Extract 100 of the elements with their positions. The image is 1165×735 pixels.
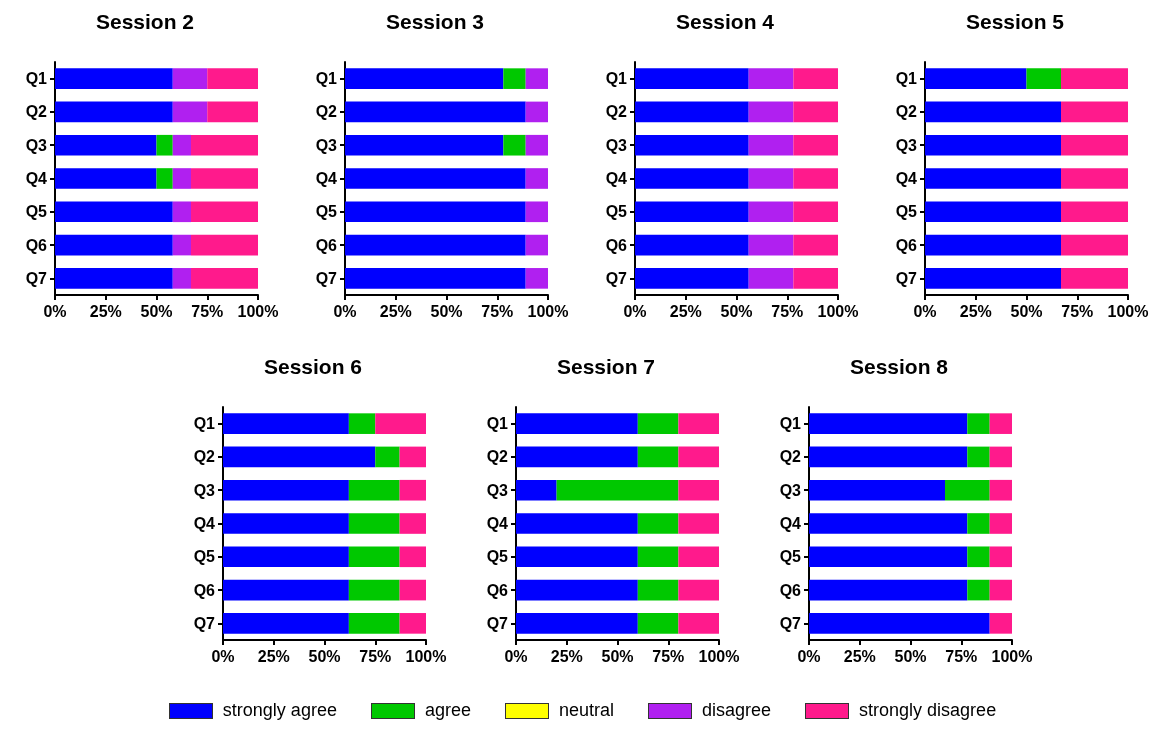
- x-tick-label: 0%: [797, 647, 821, 665]
- bar: [989, 546, 1012, 568]
- x-tick-label: 0%: [211, 647, 235, 665]
- bar: [191, 134, 258, 156]
- bar: [207, 101, 258, 123]
- x-tick-label: 25%: [843, 647, 876, 665]
- bar: [793, 268, 838, 289]
- bar: [989, 446, 1012, 468]
- bar: [516, 513, 638, 534]
- bar: [375, 413, 426, 434]
- bar: [525, 234, 548, 256]
- x-tick-label: 75%: [191, 302, 224, 320]
- legend-label: disagree: [702, 700, 772, 721]
- bar: [525, 268, 548, 289]
- bar: [1061, 134, 1128, 156]
- y-tick-label: Q1: [605, 70, 628, 88]
- bar: [925, 234, 1062, 256]
- x-tick-label: 50%: [140, 302, 173, 320]
- bar: [156, 168, 173, 189]
- bar: [967, 413, 990, 434]
- bar: [793, 168, 838, 189]
- bar: [345, 68, 504, 89]
- bar: [989, 513, 1012, 534]
- bar: [55, 201, 173, 223]
- bar: [925, 134, 1062, 156]
- bar: [635, 168, 749, 189]
- bar: [55, 268, 173, 289]
- y-tick-label: Q4: [25, 170, 48, 187]
- x-tick-label: 75%: [771, 302, 804, 320]
- x-tick-label: 50%: [430, 302, 463, 320]
- bar: [223, 513, 349, 534]
- chart-title: Session 2: [95, 10, 195, 33]
- bar: [748, 268, 794, 289]
- bar: [809, 579, 968, 601]
- bar: [399, 546, 426, 568]
- x-tick-label: 75%: [1061, 302, 1094, 320]
- bar: [223, 479, 349, 501]
- bar: [678, 513, 719, 534]
- y-tick-label: Q2: [193, 448, 216, 466]
- bar: [207, 68, 258, 89]
- y-tick-label: Q6: [193, 581, 216, 599]
- bar: [525, 134, 548, 156]
- y-tick-label: Q6: [25, 236, 48, 254]
- chart-title: Session 5: [965, 10, 1065, 33]
- bar: [793, 68, 838, 89]
- bar: [55, 234, 173, 256]
- bar: [516, 446, 638, 468]
- bar: [516, 613, 638, 634]
- bar: [399, 513, 426, 534]
- y-tick-label: Q7: [779, 614, 802, 632]
- y-tick-label: Q4: [779, 515, 802, 532]
- x-tick-label: 100%: [817, 302, 859, 320]
- bar: [809, 546, 968, 568]
- x-tick-label: 100%: [1107, 302, 1149, 320]
- y-tick-label: Q1: [486, 415, 509, 433]
- y-tick-label: Q7: [486, 614, 509, 632]
- y-tick-label: Q2: [605, 103, 628, 121]
- chart-title: Session 4: [675, 10, 775, 33]
- y-tick-label: Q1: [779, 415, 802, 433]
- y-tick-label: Q5: [605, 203, 628, 221]
- x-tick-label: 50%: [308, 647, 341, 665]
- x-tick-label: 50%: [894, 647, 927, 665]
- bar: [925, 201, 1062, 223]
- bar: [809, 446, 968, 468]
- bar: [516, 413, 638, 434]
- x-tick-label: 75%: [652, 647, 685, 665]
- bar: [191, 234, 258, 256]
- x-tick-label: 100%: [237, 302, 279, 320]
- y-tick-label: Q5: [486, 548, 509, 566]
- y-tick-label: Q7: [315, 269, 338, 287]
- bar: [345, 234, 526, 256]
- bar: [156, 134, 173, 156]
- bar: [637, 446, 679, 468]
- bar: [635, 134, 749, 156]
- bar: [989, 613, 1012, 634]
- bar: [55, 68, 173, 89]
- bar: [809, 413, 968, 434]
- x-tick-label: 25%: [89, 302, 122, 320]
- legend-label: agree: [424, 700, 471, 721]
- y-tick-label: Q2: [895, 103, 918, 121]
- y-tick-label: Q7: [193, 614, 216, 632]
- bar: [223, 613, 349, 634]
- x-tick-label: 25%: [257, 647, 290, 665]
- x-tick-label: 0%: [333, 302, 357, 320]
- bar: [172, 68, 208, 89]
- x-tick-label: 75%: [359, 647, 392, 665]
- bar: [348, 413, 376, 434]
- x-tick-label: 0%: [623, 302, 647, 320]
- y-tick-label: Q7: [605, 269, 628, 287]
- bar: [678, 579, 719, 601]
- y-tick-label: Q1: [193, 415, 216, 433]
- y-tick-label: Q3: [25, 136, 48, 154]
- bar: [172, 101, 208, 123]
- y-tick-label: Q4: [895, 170, 918, 187]
- bar: [989, 413, 1012, 434]
- bar: [748, 168, 794, 189]
- bar: [516, 579, 638, 601]
- x-tick-label: 25%: [379, 302, 412, 320]
- bar: [1061, 68, 1128, 89]
- bar: [925, 268, 1062, 289]
